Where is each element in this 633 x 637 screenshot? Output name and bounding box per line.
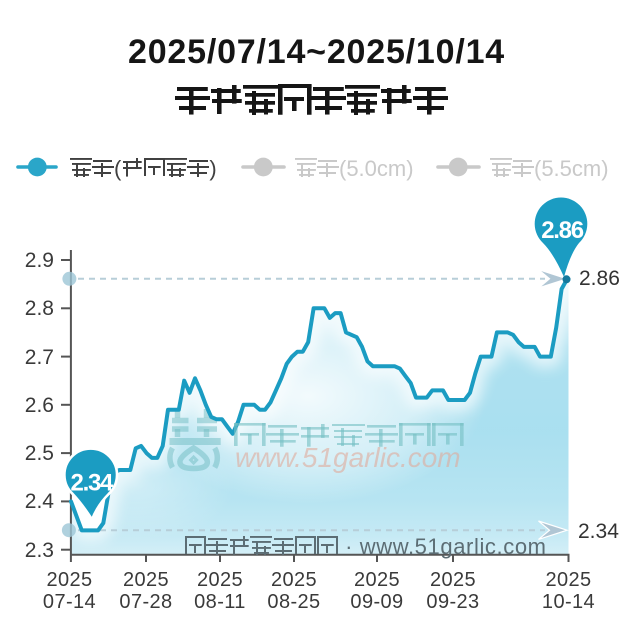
svg-text:2.34: 2.34: [71, 470, 114, 497]
svg-text:2.86: 2.86: [541, 217, 583, 244]
